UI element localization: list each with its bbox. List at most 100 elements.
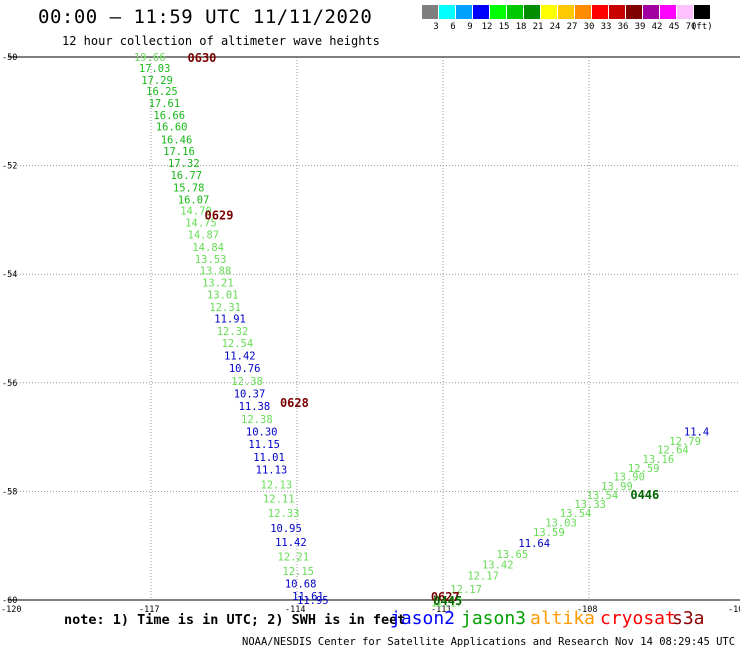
color-scale-label: 15 [498, 22, 510, 32]
x-tick-label: -108 [577, 605, 597, 615]
y-tick-label: -54 [2, 270, 17, 280]
pass-time-label: 0629 [205, 208, 234, 222]
wave-height-value: 13.90 [613, 472, 645, 484]
satellite-legend-altika: altika [530, 608, 596, 629]
wave-height-value: 14.70 [180, 206, 212, 218]
wave-height-value: 11.42 [224, 351, 256, 363]
wave-height-points: 19.6617.0317.2916.2517.6116.6616.6016.46… [134, 52, 709, 610]
y-tick-label: -56 [2, 379, 17, 389]
wave-height-value: 12.33 [268, 508, 300, 520]
wave-height-value: 13.88 [200, 265, 232, 277]
wave-height-value: 11.95 [297, 595, 329, 607]
wave-height-value: 13.42 [482, 560, 514, 572]
wave-height-value: 13.03 [545, 517, 577, 529]
map-grid [8, 57, 740, 600]
color-scale-swatch [575, 5, 591, 19]
color-scale-swatch [490, 5, 506, 19]
wave-height-value: 12.13 [261, 479, 293, 491]
color-scale-label: 18 [515, 22, 527, 32]
map-axes: -50 -52 -54 -56 -58 -60-120 -117 -114 -111 -108 -1… [1, 53, 740, 615]
y-tick-label: -50 [2, 53, 17, 63]
wave-height-value: 10.30 [246, 427, 278, 439]
color-scale-swatch [473, 5, 489, 19]
credit-line: NOAA/NESDIS Center for Satellite Applica… [242, 636, 740, 648]
color-scale-label: 45 [668, 22, 680, 32]
wave-height-value: 16.60 [156, 122, 188, 134]
color-scale-label: 27 [566, 22, 578, 32]
wave-height-value: 13.53 [195, 254, 227, 266]
wave-height-value: 12.54 [222, 338, 254, 350]
color-scale-swatch [558, 5, 574, 19]
wave-height-value: 10.68 [285, 579, 317, 591]
color-scale-label: 36 [617, 22, 629, 32]
wave-height-value: 14.84 [192, 242, 224, 254]
pass-time-label: 0445 [433, 594, 462, 608]
color-scale-label: 24 [549, 22, 561, 32]
wave-height-value: 15.78 [173, 182, 205, 194]
color-scale-swatch [592, 5, 608, 19]
color-scale-swatch [626, 5, 642, 19]
x-tick-label: -111 [431, 605, 451, 615]
wave-height-value: 12.17 [431, 598, 463, 610]
wave-height-value: 12.32 [217, 326, 249, 338]
wave-height-value: 11.01 [253, 452, 285, 464]
wave-height-value: 11.13 [256, 465, 288, 477]
wave-height-value: 17.29 [141, 75, 173, 87]
wave-height-value: 10.95 [270, 523, 302, 535]
color-scale-label: 70 [685, 22, 697, 32]
y-tick-label: -60 [2, 596, 17, 606]
x-tick-label: -117 [139, 605, 159, 615]
wave-height-value: 16.07 [178, 194, 210, 206]
color-scale-swatch [694, 5, 710, 19]
color-scale-label: 42 [651, 22, 663, 32]
y-tick-label: -52 [2, 162, 17, 172]
color-scale-swatch [439, 5, 455, 19]
wave-height-value: 16.66 [153, 110, 185, 122]
wave-height-value: 16.46 [161, 135, 193, 147]
color-scale-swatch [660, 5, 676, 19]
x-tick-label: -114 [285, 605, 305, 615]
wave-height-value: 13.01 [207, 289, 239, 301]
wave-height-value: 12.79 [669, 436, 701, 448]
wave-height-value: 12.59 [628, 463, 660, 475]
wave-height-value: 17.61 [149, 98, 181, 110]
color-scale-swatch [507, 5, 523, 19]
wave-height-value: 13.21 [202, 277, 234, 289]
color-scale-label: 33 [600, 22, 612, 32]
color-scale-swatch [609, 5, 625, 19]
satellite-legend-s3a: s3a [672, 608, 705, 629]
wave-height-value: 11.42 [275, 537, 307, 549]
pass-time-label: 0630 [188, 51, 217, 65]
wave-height-value: 12.31 [209, 302, 241, 314]
wave-height-value: 12.38 [231, 376, 263, 388]
wave-height-value: 17.16 [163, 146, 195, 158]
wave-height-value: 11.64 [518, 538, 550, 550]
wave-height-value: 11.61 [292, 591, 324, 603]
wave-height-value: 17.03 [139, 63, 171, 75]
color-scale-label: 21 [532, 22, 544, 32]
wave-height-value: 13.65 [497, 549, 529, 561]
wave-height-value: 13.59 [533, 527, 565, 539]
wave-height-value: 12.21 [278, 552, 310, 564]
color-scale-label: 30 [583, 22, 595, 32]
chart-title: 00:00 – 11:59 UTC 11/11/2020 [38, 6, 373, 28]
wave-height-value: 16.25 [146, 86, 178, 98]
wave-height-value: 11.4 [684, 427, 709, 439]
wave-height-value: 14.87 [188, 230, 220, 242]
wave-height-value: 14.75 [185, 218, 217, 230]
footer-note: note: 1) Time is in UTC; 2) SWH is in fe… [64, 612, 406, 628]
chart-subtitle: 12 hour collection of altimeter wave hei… [62, 34, 380, 48]
x-tick-label: -120 [1, 605, 21, 615]
color-scale-label: 9 [467, 22, 473, 32]
wave-height-value: 11.15 [248, 439, 280, 451]
wave-height-value: 13.99 [601, 481, 633, 493]
wave-height-value: 10.37 [234, 389, 266, 401]
wave-height-value: 11.91 [214, 314, 246, 326]
color-scale-label: 6 [450, 22, 456, 32]
color-scale-label: 3 [433, 22, 439, 32]
color-scale-label: 39 [634, 22, 646, 32]
wave-height-value: 10.76 [229, 363, 261, 375]
x-tick-label: -10 [728, 605, 740, 615]
